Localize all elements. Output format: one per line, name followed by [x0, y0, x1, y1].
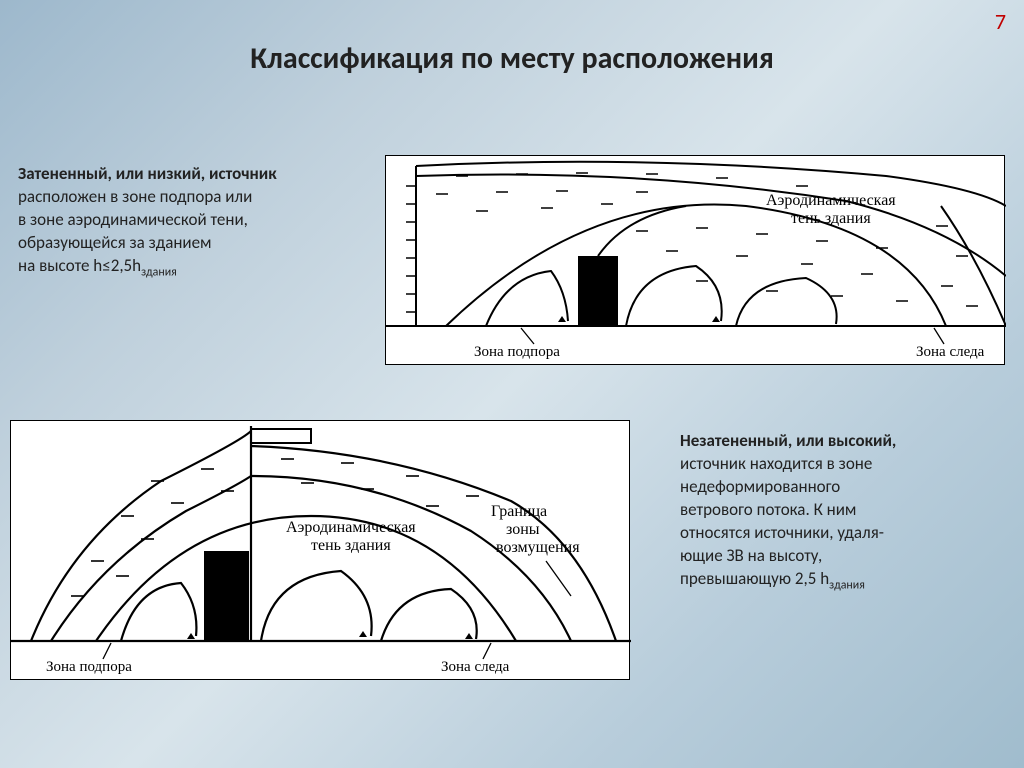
text-line: ющие ЗВ на высоту, [680, 545, 822, 566]
label-boundary: Граница зоны возмущения [491, 503, 580, 557]
label-aero-shadow: Аэродинамическая тень здания [766, 192, 896, 228]
label-aero-shadow: Аэродинамическая тень здания [286, 519, 416, 555]
text-line: расположен в зоне подпора или [18, 186, 252, 207]
text-bold: Незатененный, или высокий, [680, 430, 896, 451]
text-block-high-source: Незатененный, или высокий, источник нахо… [680, 430, 1020, 593]
label-line: тень здания [311, 537, 391, 554]
text-bold: Затененный, или низкий, источник [18, 163, 277, 184]
page-title: Классификация по месту расположения [0, 0, 1024, 77]
text-line: превышающую 2,5 h [680, 568, 829, 589]
label-zone-sleda: Зона следа [916, 344, 984, 361]
label-line: возмущения [491, 539, 580, 556]
label-line: Аэродинамическая [286, 519, 416, 536]
label-line: Граница [491, 503, 547, 520]
building-block [578, 256, 618, 326]
text-line: источник находится в зоне [680, 453, 872, 474]
text-line: в зоне аэродинамической тени, [18, 209, 248, 230]
diagram-low-source: Аэродинамическая тень здания Зона подпор… [385, 155, 1005, 365]
label-zone-podpora: Зона подпора [474, 344, 560, 361]
page-number: 7 [995, 8, 1006, 35]
text-line: недеформированного [680, 476, 840, 497]
diagram-high-source: Аэродинамическая тень здания Граница зон… [10, 420, 630, 680]
label-zone-sleda: Зона следа [441, 659, 509, 676]
building-block [204, 551, 249, 641]
label-line: Аэродинамическая [766, 192, 896, 209]
text-line: ветрового потока. К ним [680, 499, 856, 520]
text-line: на высоте h≤2,5h [18, 255, 141, 276]
subscript: здания [829, 578, 865, 592]
label-line: зоны [491, 521, 540, 538]
diagram-svg [386, 156, 1006, 366]
subscript: здания [141, 265, 177, 279]
text-line: относятся источники, удаля- [680, 522, 884, 543]
text-line: образующейся за зданием [18, 232, 211, 253]
label-zone-podpora: Зона подпора [46, 659, 132, 676]
label-line: тень здания [791, 210, 871, 227]
text-block-low-source: Затененный, или низкий, источник располо… [18, 163, 378, 280]
